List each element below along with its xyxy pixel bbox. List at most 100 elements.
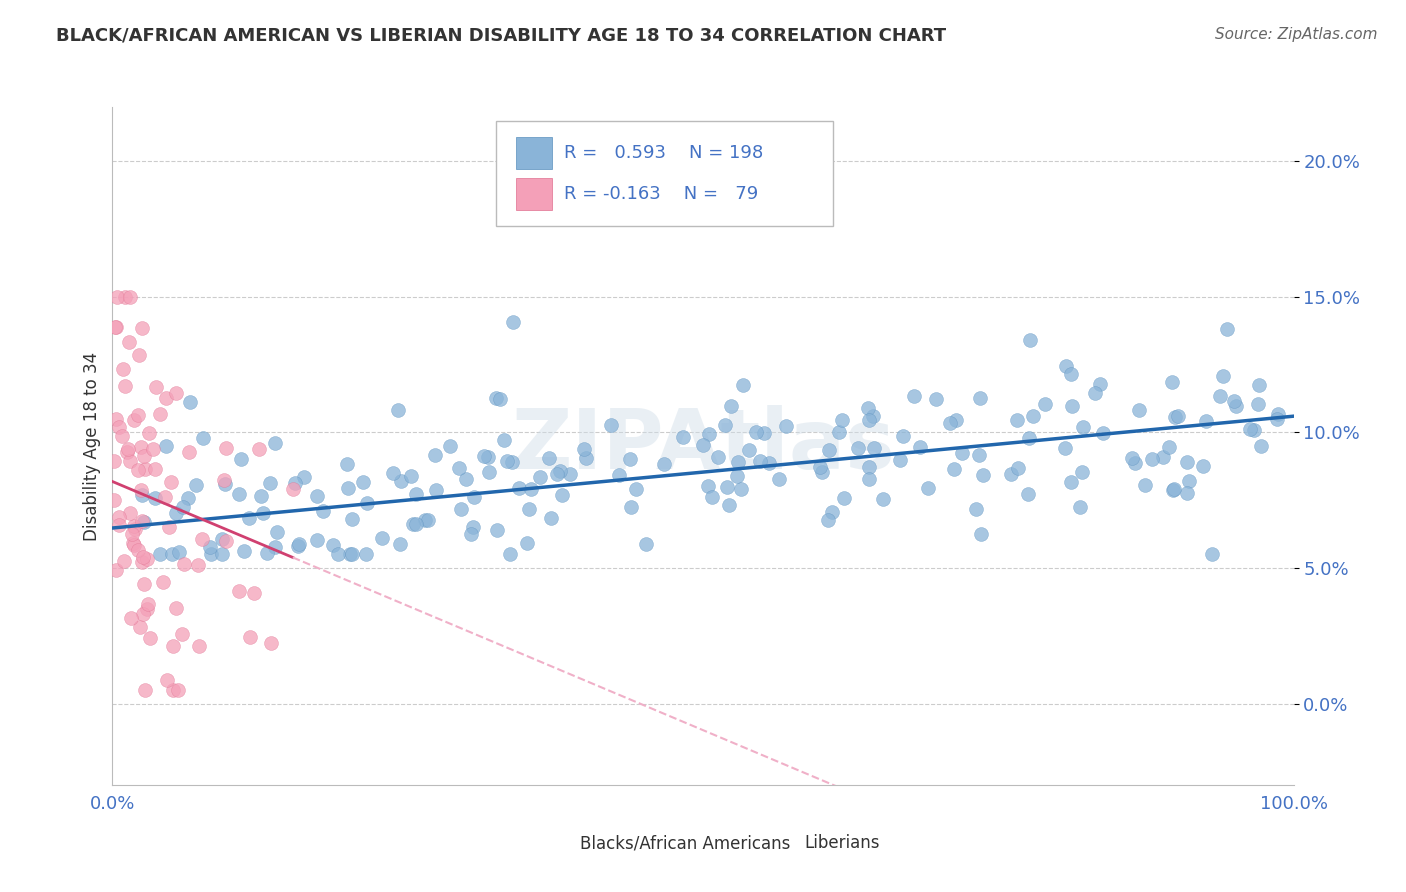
Point: [950, 445, 973, 459]
Point: [114, 290, 136, 304]
Point: [939, 416, 962, 430]
Point: [416, 513, 439, 527]
Point: [134, 515, 156, 529]
Point: [155, 391, 177, 405]
Point: [127, 463, 149, 477]
Point: [439, 439, 461, 453]
Point: [387, 402, 409, 417]
Point: [831, 412, 853, 426]
Point: [292, 470, 315, 484]
Point: [463, 520, 485, 534]
Text: Liberians: Liberians: [804, 834, 880, 852]
Point: [858, 460, 880, 475]
Point: [460, 527, 482, 541]
Point: [134, 683, 156, 698]
Point: [1133, 477, 1156, 491]
Point: [846, 441, 869, 455]
Point: [1175, 485, 1198, 500]
Point: [696, 479, 718, 493]
Point: [340, 512, 363, 526]
Point: [454, 472, 477, 486]
Point: [122, 519, 145, 533]
Point: [179, 395, 201, 409]
Point: [172, 500, 194, 515]
Point: [284, 476, 307, 491]
Point: [1216, 322, 1239, 336]
Point: [117, 442, 139, 457]
Point: [1267, 407, 1289, 421]
Point: [155, 439, 177, 453]
Point: [477, 450, 499, 464]
Point: [692, 438, 714, 452]
Point: [326, 548, 349, 562]
Point: [228, 486, 250, 500]
Point: [634, 537, 657, 551]
Point: [821, 505, 844, 519]
Point: [238, 511, 260, 525]
Point: [149, 548, 172, 562]
Point: [1159, 440, 1181, 454]
Point: [131, 549, 153, 564]
Point: [516, 536, 538, 550]
Point: [249, 442, 271, 457]
Point: [165, 506, 187, 520]
Point: [160, 475, 183, 489]
Point: [863, 441, 886, 455]
Point: [139, 632, 162, 646]
Point: [229, 451, 252, 466]
Point: [121, 527, 143, 541]
FancyBboxPatch shape: [516, 136, 551, 169]
Point: [832, 491, 855, 505]
Point: [1212, 368, 1234, 383]
Point: [399, 468, 422, 483]
Point: [463, 490, 485, 504]
Point: [405, 516, 427, 531]
Point: [305, 533, 328, 547]
Point: [187, 558, 209, 572]
Point: [103, 454, 125, 468]
Point: [540, 510, 562, 524]
Point: [120, 454, 142, 468]
Point: [1243, 423, 1265, 437]
Point: [925, 392, 948, 407]
Point: [1018, 432, 1040, 446]
Point: [263, 436, 285, 450]
Text: ZIPAtlas: ZIPAtlas: [510, 406, 896, 486]
Point: [697, 427, 720, 442]
Point: [131, 321, 153, 335]
Point: [485, 523, 508, 537]
Point: [127, 408, 149, 422]
Point: [243, 586, 266, 600]
Point: [129, 483, 152, 497]
Point: [167, 683, 190, 698]
Text: Blacks/African Americans: Blacks/African Americans: [581, 834, 790, 852]
Point: [502, 315, 524, 329]
Point: [145, 379, 167, 393]
Point: [136, 601, 159, 615]
Text: Source: ZipAtlas.com: Source: ZipAtlas.com: [1215, 27, 1378, 42]
Point: [112, 361, 135, 376]
FancyBboxPatch shape: [537, 830, 574, 856]
Point: [499, 548, 522, 562]
Point: [104, 412, 127, 426]
Point: [817, 513, 839, 527]
Point: [558, 467, 581, 481]
Point: [1022, 409, 1045, 424]
Point: [190, 533, 212, 547]
Point: [179, 445, 201, 459]
Point: [1059, 368, 1081, 382]
Point: [965, 502, 987, 516]
Point: [1121, 450, 1143, 465]
Point: [903, 389, 925, 403]
Point: [1123, 456, 1146, 470]
Point: [1225, 400, 1247, 414]
Point: [1069, 500, 1091, 514]
Point: [132, 607, 155, 622]
Point: [214, 473, 236, 487]
Point: [322, 537, 344, 551]
Point: [138, 426, 160, 441]
Point: [114, 379, 136, 393]
Point: [720, 399, 742, 413]
Point: [1265, 411, 1288, 425]
Point: [754, 426, 776, 441]
